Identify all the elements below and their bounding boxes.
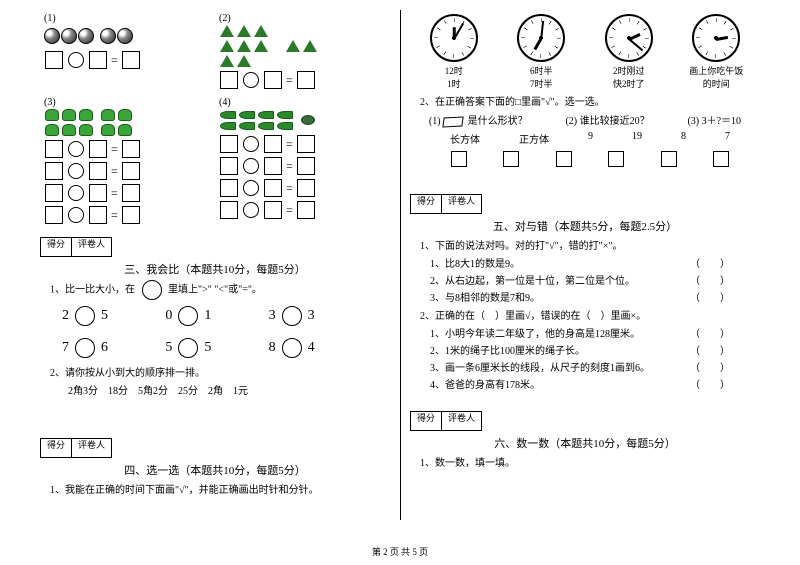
compare-pair: 55: [163, 338, 266, 358]
sec4-q1: 1、我能在正确的时间下面画"√"，并能正确画出时针和分针。: [50, 481, 390, 496]
checkbox[interactable]: [608, 151, 624, 167]
clock-icon: [517, 14, 565, 62]
clock-icon: [430, 14, 478, 62]
opt: 7: [725, 131, 730, 146]
cuboid-icon: [442, 116, 463, 127]
clock-label: 6时半: [511, 64, 571, 77]
section-4-header: 得分 评卷人: [40, 438, 390, 458]
page-footer: 第 2 页 共 5 页: [0, 540, 800, 558]
circle-blank-icon[interactable]: [75, 338, 95, 358]
grader-label: 评卷人: [442, 411, 482, 431]
clock-label: 画上你吃午饭: [686, 64, 746, 77]
q2-checkboxes: [450, 150, 730, 168]
statement-line: 2、从右边起，第一位是十位，第二位是个位。（ ）: [430, 272, 760, 287]
opt: 19: [632, 131, 642, 146]
sec3-q1-b: 里填上">" "<"或"="。: [168, 284, 262, 295]
score-label: 得分: [410, 411, 442, 431]
section-3-title: 三、我会比（本题共10分，每题5分）: [40, 261, 390, 277]
statement-line: 2、1米的绳子比100厘米的绳子长。（ ）: [430, 342, 760, 357]
sub-label: (1): [429, 116, 441, 127]
cell-label: (2): [219, 13, 231, 24]
circle-blank-icon[interactable]: [282, 306, 302, 326]
q1-cell-1: (1) =: [40, 10, 215, 94]
opt: 正方体: [519, 131, 549, 146]
cell-label: (3): [44, 97, 56, 108]
clock-opt: 的时间: [686, 77, 746, 90]
clock-icon: [605, 14, 653, 62]
statement-line: 3、与8相邻的数是7和9。（ ）: [430, 289, 760, 304]
checkbox[interactable]: [713, 151, 729, 167]
clock-labels-2: 1时 7时半 快2时了 的时间: [410, 77, 760, 90]
clock-label: 2时刚过: [599, 64, 659, 77]
q2-sub-row: (1) 是什么形状？ (2) 谁比较接近20？ (3) 3＋?＝10: [410, 112, 760, 127]
opt: 8: [681, 131, 686, 146]
q2-opts: 长方体 正方体 9 19 8 7: [450, 131, 730, 146]
circle-blank-icon[interactable]: [178, 306, 198, 326]
checkbox[interactable]: [556, 151, 572, 167]
statement-line: 1、小明今年读二年级了，他的身高是128厘米。（ ）: [430, 325, 760, 340]
section-5-header: 得分 评卷人: [410, 194, 760, 214]
score-label: 得分: [40, 237, 72, 257]
statement-line: 4、爸爸的身高有178米。（ ）: [430, 376, 760, 391]
q1-cell-4: (4) = = = =: [215, 94, 390, 229]
right-q2: 2、在正确答案下面的□里画"√"。选一选。: [420, 93, 760, 108]
q1-cell-3: (3) = = = =: [40, 94, 215, 229]
grader-label: 评卷人: [442, 194, 482, 214]
section-4-title: 四、选一选（本题共10分，每题5分）: [40, 462, 390, 478]
grader-label: 评卷人: [72, 237, 112, 257]
clock-opt: 1时: [424, 77, 484, 90]
sec3-q2-items: 2角3分 18分 5角2分 25分 2角 1元: [68, 382, 390, 397]
statement-line: 3、画一条6厘米长的线段，从尺子的刻度1画到6。（ ）: [430, 359, 760, 374]
section-6-header: 得分 评卷人: [410, 411, 760, 431]
clock-opt: 7时半: [511, 77, 571, 90]
sec3-q1-a: 1、比一比大小，在: [50, 284, 135, 295]
score-label: 得分: [40, 438, 72, 458]
sec3-q1: 1、比一比大小，在 里填上">" "<"或"="。: [50, 280, 390, 300]
left-column: (1) = (2) =: [30, 10, 400, 540]
circle-blank-icon: [142, 280, 162, 300]
score-label: 得分: [410, 194, 442, 214]
cell-label: (4): [219, 97, 231, 108]
grader-label: 评卷人: [72, 438, 112, 458]
compare-pair: 01: [163, 306, 266, 326]
clock-labels-1: 12时 6时半 2时刚过 画上你吃午饭: [410, 64, 760, 77]
right-column: 12时 6时半 2时刚过 画上你吃午饭 1时 7时半 快2时了 的时间 2、在正…: [400, 10, 770, 540]
cell-label: (1): [44, 13, 56, 24]
sec5-q2: 2、正确的在（ ）里画√，错误的在（ ）里画×。: [420, 307, 760, 322]
column-divider: [400, 10, 401, 520]
compare-grid: 250133 765584: [60, 306, 370, 358]
clock-opt: 快2时了: [599, 77, 659, 90]
opt: 长方体: [450, 131, 480, 146]
compare-pair: 84: [267, 338, 370, 358]
q1-cell-2: (2) =: [215, 10, 390, 94]
clock-label: 12时: [424, 64, 484, 77]
sec3-q2: 2、请你按从小到大的顺序排一排。: [50, 364, 390, 379]
statement-line: 1、比8大1的数是9。（ ）: [430, 255, 760, 270]
opt: 9: [588, 131, 593, 146]
sub-label: (2) 谁比较接近20？: [565, 112, 649, 127]
clock-icon: [692, 14, 740, 62]
picture-equations: (1) = (2) =: [40, 10, 390, 229]
section-3-header: 得分 评卷人: [40, 237, 390, 257]
section-6-title: 六、数一数（本题共10分，每题5分）: [410, 435, 760, 451]
compare-pair: 25: [60, 306, 163, 326]
circle-blank-icon[interactable]: [282, 338, 302, 358]
sub-label: (3) 3＋?＝10: [687, 112, 741, 127]
compare-pair: 33: [267, 306, 370, 326]
checkbox[interactable]: [503, 151, 519, 167]
circle-blank-icon[interactable]: [75, 306, 95, 326]
sec6-q1: 1、数一数，填一填。: [420, 454, 760, 469]
sub-text: 是什么形状？: [468, 116, 528, 127]
section-5-title: 五、对与错（本题共5分，每题2.5分）: [410, 218, 760, 234]
sec5-q1: 1、下面的说法对吗。对的打"√"，错的打"×"。: [420, 237, 760, 252]
checkbox[interactable]: [451, 151, 467, 167]
compare-pair: 76: [60, 338, 163, 358]
circle-blank-icon[interactable]: [178, 338, 198, 358]
checkbox[interactable]: [661, 151, 677, 167]
clock-row: [410, 14, 760, 62]
